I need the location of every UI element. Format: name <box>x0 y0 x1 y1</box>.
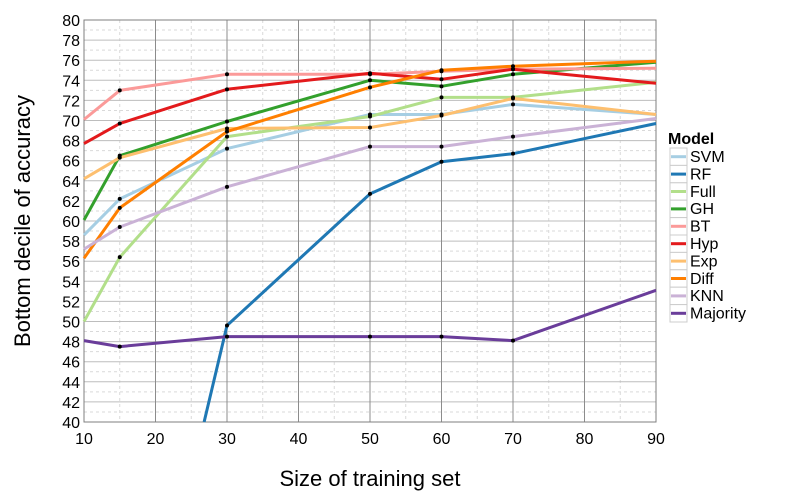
data-points <box>117 64 515 349</box>
data-point-majority <box>117 344 122 349</box>
data-point-diff <box>511 64 515 69</box>
data-point-rf <box>368 191 372 196</box>
data-point-full <box>225 134 229 139</box>
data-point-rf <box>511 151 515 156</box>
y-tick-label: 66 <box>62 154 80 171</box>
data-point-majority <box>511 338 515 343</box>
data-point-full <box>117 255 122 260</box>
y-tick-label: 72 <box>62 93 80 110</box>
data-point-svm <box>225 146 229 151</box>
data-point-diff <box>225 129 229 134</box>
legend-label-svm: SVM <box>690 149 725 166</box>
x-tick-label: 90 <box>647 431 665 448</box>
x-tick-label: 30 <box>218 431 236 448</box>
data-point-knn <box>225 184 229 189</box>
data-point-exp <box>117 155 122 160</box>
y-tick-label: 60 <box>62 214 80 231</box>
x-tick-label: 20 <box>147 431 165 448</box>
y-axis-title: Bottom decile of accuracy <box>10 95 35 347</box>
legend-label-knn: KNN <box>690 288 724 305</box>
data-point-majority <box>368 334 372 339</box>
data-point-gh <box>225 119 229 124</box>
series-line-rf <box>202 122 657 423</box>
data-point-diff <box>439 68 444 73</box>
y-tick-label: 74 <box>62 73 80 90</box>
data-point-diff <box>368 85 372 90</box>
y-tick-label: 64 <box>62 174 80 191</box>
data-point-majority <box>225 334 229 339</box>
y-tick-label: 58 <box>62 234 80 251</box>
y-tick-label: 78 <box>62 33 80 50</box>
data-point-gh <box>368 78 372 83</box>
data-point-hyp <box>511 67 515 72</box>
y-tick-label: 80 <box>62 13 80 30</box>
data-point-majority <box>439 334 444 339</box>
data-point-knn <box>117 225 122 230</box>
tick-labels: 10 20 30 40 50 60 70 80 90 40 42 44 46 48 50 52 54 56 58 60… <box>62 13 665 448</box>
legend-label-diff: Diff <box>690 271 714 288</box>
y-tick-label: 76 <box>62 53 80 70</box>
y-tick-label: 70 <box>62 114 80 131</box>
legend-label-gh: GH <box>690 201 714 218</box>
x-tick-label: 80 <box>576 431 594 448</box>
y-tick-label: 42 <box>62 395 80 412</box>
y-tick-label: 68 <box>62 134 80 151</box>
data-point-rf <box>439 159 444 164</box>
data-point-rf <box>225 323 229 328</box>
data-point-knn <box>511 134 515 139</box>
x-tick-label: 40 <box>290 431 308 448</box>
y-tick-label: 54 <box>62 274 80 291</box>
data-point-bt <box>225 72 229 77</box>
x-tick-label: 10 <box>75 431 93 448</box>
data-point-exp <box>511 96 515 101</box>
legend-label-majority: Majority <box>690 306 746 323</box>
data-point-hyp <box>368 71 372 76</box>
y-tick-label: 44 <box>62 375 80 392</box>
data-point-exp <box>225 126 229 131</box>
legend-label-exp: Exp <box>690 253 718 270</box>
data-point-hyp <box>439 77 444 82</box>
y-tick-label: 48 <box>62 335 80 352</box>
plot-frame <box>83 19 657 423</box>
data-point-exp <box>439 113 444 118</box>
data-point-hyp <box>225 87 229 92</box>
legend-label-hyp: Hyp <box>690 236 719 253</box>
legend-label-rf: RF <box>690 166 712 183</box>
legend-label-full: Full <box>690 184 716 201</box>
x-tick-label: 60 <box>433 431 451 448</box>
y-tick-label: 40 <box>62 415 80 432</box>
data-point-hyp <box>117 121 122 126</box>
data-point-full <box>368 114 372 119</box>
data-point-gh <box>511 72 515 77</box>
legend-title: Model <box>668 131 714 148</box>
x-tick-label: 50 <box>361 431 379 448</box>
data-point-knn <box>368 144 372 149</box>
x-axis-title: Size of training set <box>280 466 461 491</box>
data-point-full <box>439 95 444 100</box>
data-point-bt <box>117 88 122 93</box>
data-point-svm <box>117 196 122 201</box>
data-point-gh <box>439 84 444 89</box>
legend-label-bt: BT <box>690 219 711 236</box>
y-tick-label: 52 <box>62 294 80 311</box>
y-tick-label: 50 <box>62 315 80 332</box>
data-point-svm <box>511 102 515 107</box>
data-point-diff <box>117 205 122 210</box>
data-point-knn <box>439 144 444 149</box>
y-tick-label: 62 <box>62 194 80 211</box>
data-point-exp <box>368 125 372 130</box>
y-tick-label: 46 <box>62 355 80 372</box>
y-tick-label: 56 <box>62 254 80 271</box>
axes <box>83 19 657 423</box>
x-tick-label: 70 <box>504 431 522 448</box>
